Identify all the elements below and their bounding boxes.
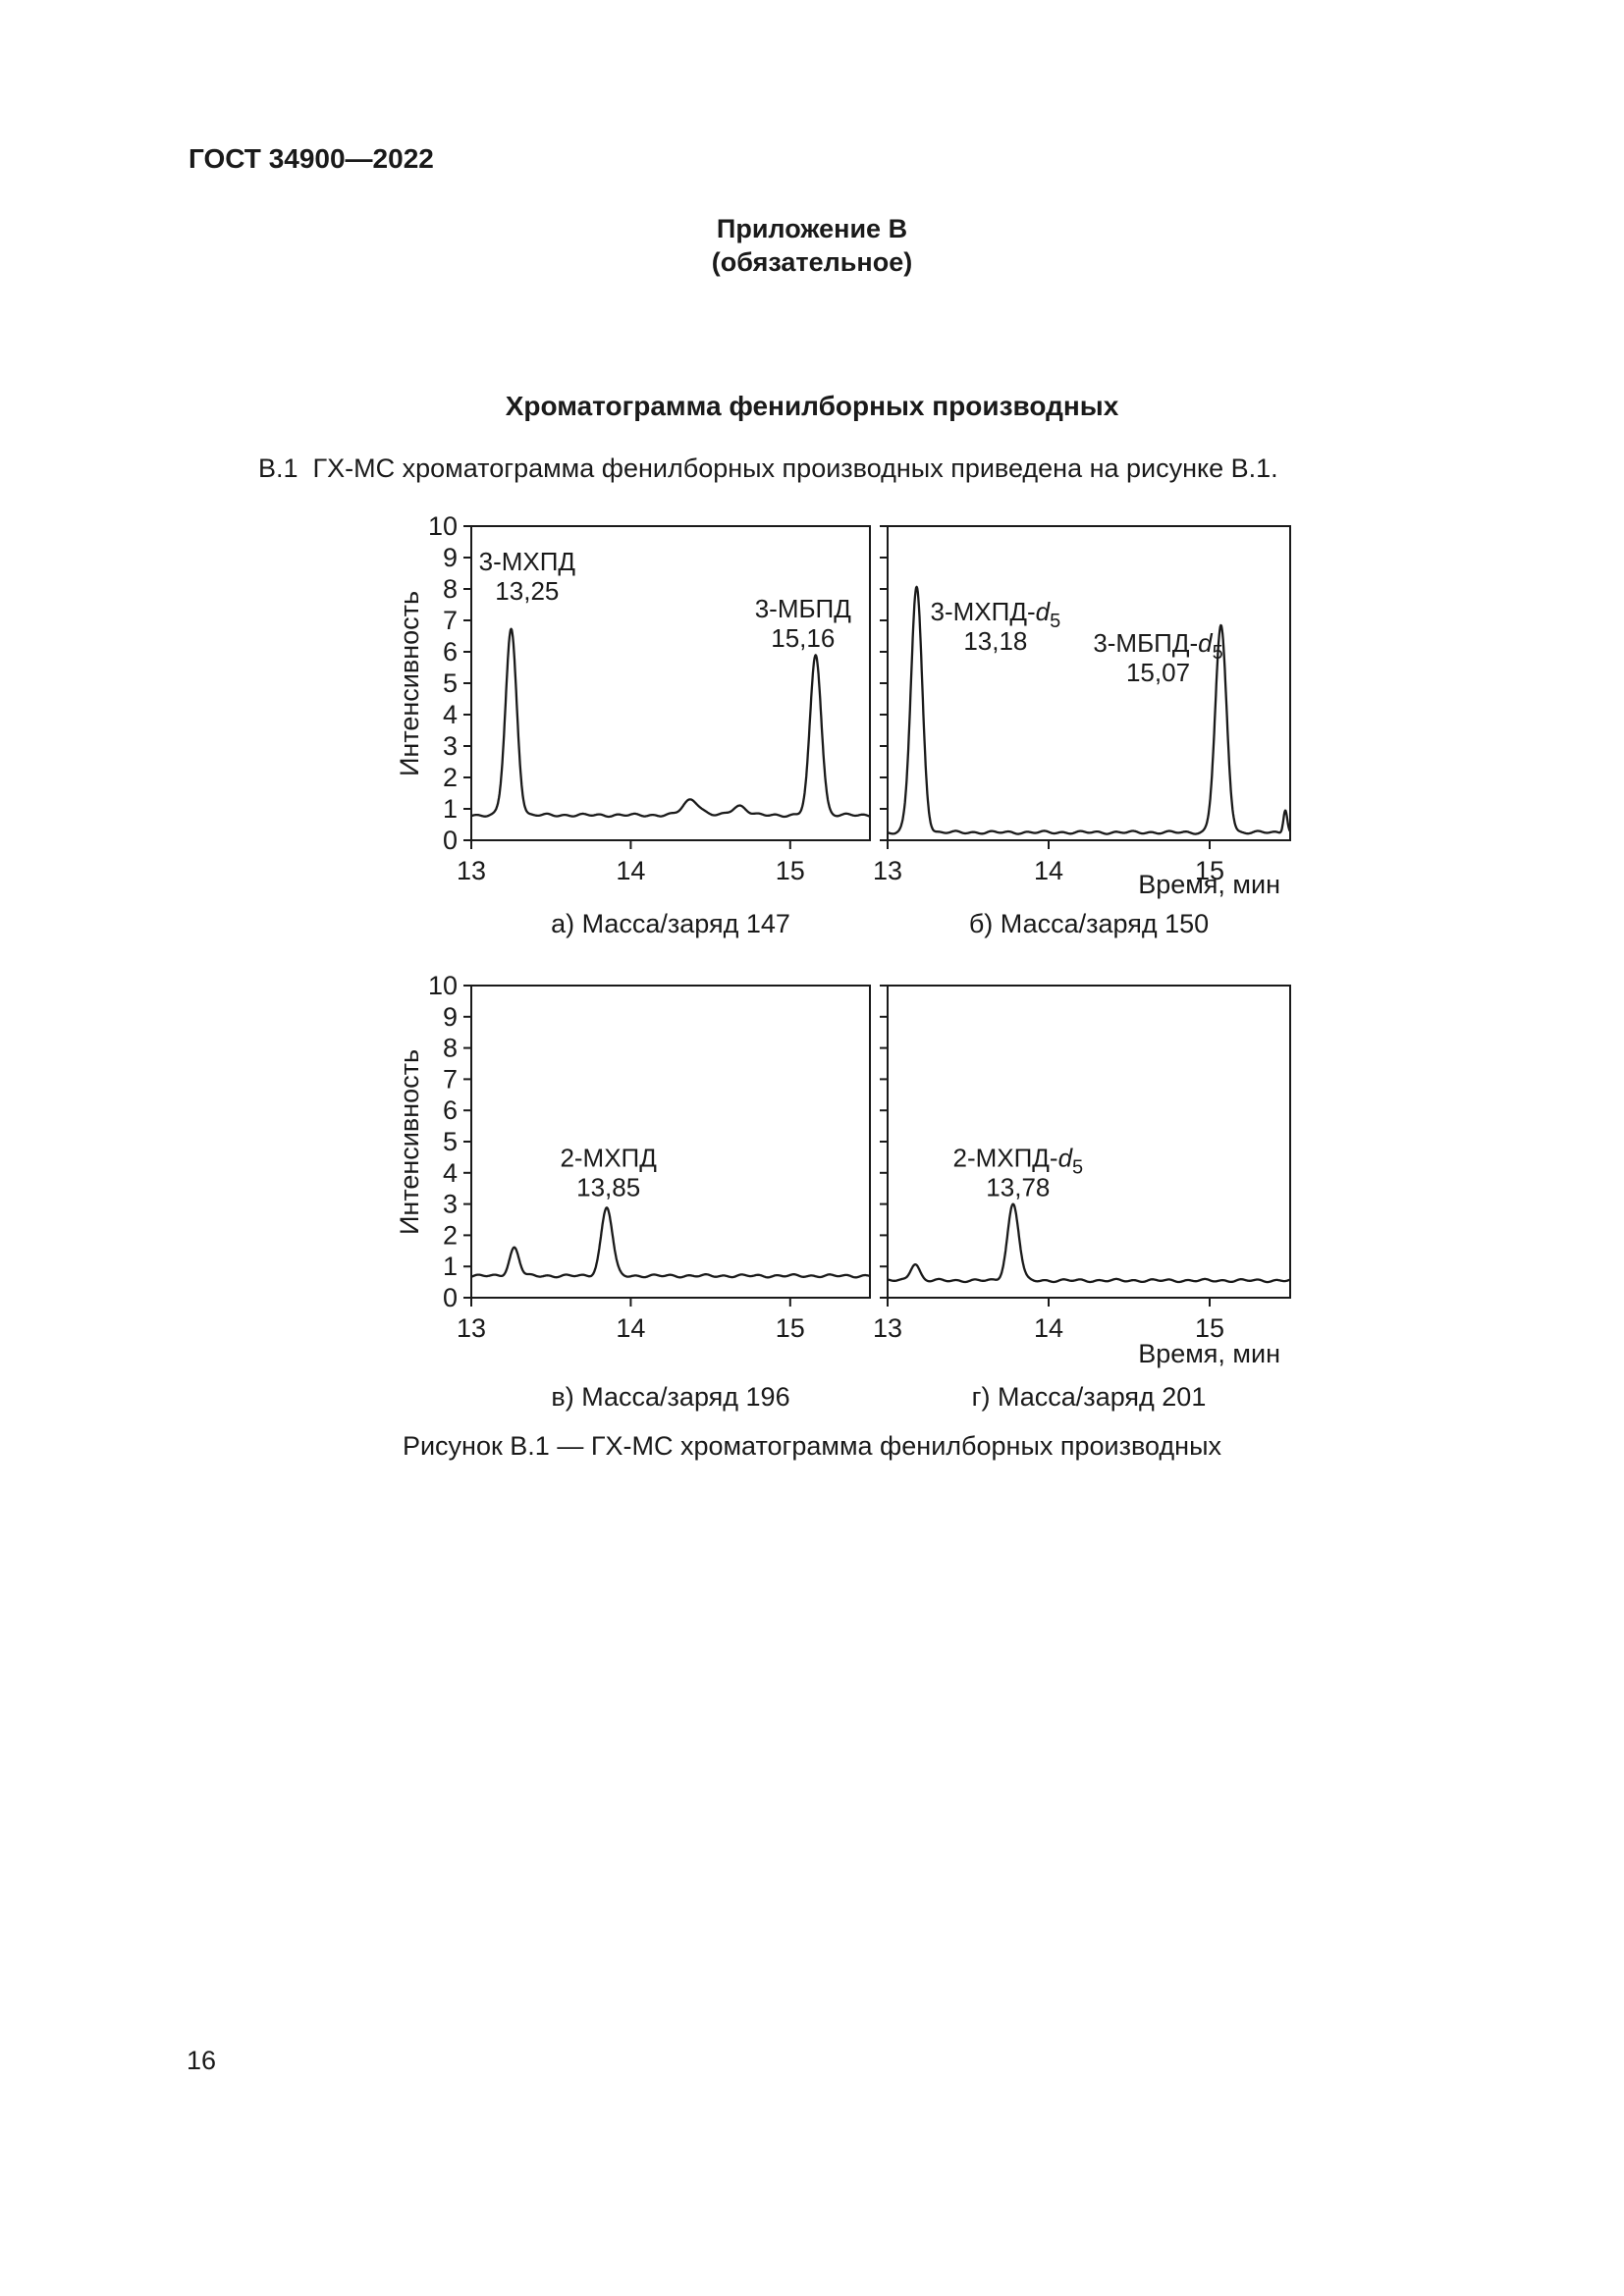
peak-annotation: 15,07 (1126, 658, 1190, 687)
y-tick-label: 3 (443, 1190, 458, 1219)
y-tick-label: 6 (443, 637, 458, 667)
peak-annotation: 13,85 (576, 1172, 640, 1201)
peak-annotation: 3-МХПД-d5 (931, 597, 1061, 632)
peak-annotation: 2-МХПД-d5 (953, 1143, 1084, 1178)
y-tick-label: 2 (443, 763, 458, 792)
chromatogram-trace (470, 627, 871, 819)
peak-annotation: 2-МХПД (560, 1143, 657, 1172)
annex-obligation: (обязательное) (711, 247, 913, 277)
standard-number: ГОСТ 34900—2022 (189, 143, 434, 174)
x-tick-label: 13 (873, 1313, 902, 1343)
y-tick-label: 10 (428, 971, 458, 1000)
y-tick-label: 4 (443, 700, 458, 729)
y-axis-label-top-row: Интенсивность (395, 590, 424, 776)
y-axis-label-bottom-row: Интенсивность (395, 1048, 424, 1235)
y-tick-label: 6 (443, 1095, 458, 1125)
y-tick-label: 5 (443, 1127, 458, 1156)
annex-title: Приложение В (716, 214, 908, 243)
y-tick-label: 7 (443, 606, 458, 635)
clause-paragraph: В.1 ГХ-МС хроматограмма фенилборных прои… (258, 454, 1278, 483)
peak-annotation: 3-МХПД (479, 547, 576, 576)
y-tick-label: 1 (443, 794, 458, 824)
y-tick-label: 7 (443, 1064, 458, 1094)
x-tick-label: 13 (457, 1313, 486, 1343)
y-tick-label: 1 (443, 1252, 458, 1281)
x-tick-label: 15 (1195, 1313, 1224, 1343)
y-tick-label: 2 (443, 1220, 458, 1250)
peak-annotation: 15,16 (771, 623, 835, 653)
x-tick-label: 14 (616, 856, 645, 885)
chromatogram-trace (887, 585, 1291, 835)
x-axis-label-top-row: Время, мин (1138, 870, 1280, 899)
panel-caption-b: б) Масса/заряд 150 (968, 909, 1210, 938)
peak-annotation: 3-МБПД-d5 (1093, 628, 1222, 664)
y-tick-label: 3 (443, 731, 458, 761)
panel-caption-v: в) Масса/заряд 196 (551, 1382, 790, 1412)
panel-caption-g: г) Масса/заряд 201 (971, 1382, 1207, 1412)
chromatogram-trace (470, 1206, 871, 1279)
y-tick-label: 5 (443, 668, 458, 698)
chromatogram-trace (887, 1202, 1291, 1284)
plot-border (887, 525, 1291, 841)
y-tick-label: 8 (443, 574, 458, 604)
plot-border (887, 985, 1291, 1299)
x-tick-label: 13 (457, 856, 486, 885)
x-tick-label: 14 (1034, 856, 1063, 885)
page-number: 16 (187, 2046, 217, 2075)
peak-annotation: 13,25 (495, 576, 559, 606)
y-tick-label: 9 (443, 543, 458, 572)
y-tick-label: 0 (443, 826, 458, 855)
panel-caption-a: а) Масса/заряд 147 (551, 909, 790, 938)
peak-annotation: 13,18 (963, 626, 1027, 656)
section-title: Хроматограмма фенилборных производных (505, 391, 1119, 421)
y-tick-label: 9 (443, 1002, 458, 1032)
figure-caption: Рисунок В.1 — ГХ-МС хроматограмма фенилб… (402, 1431, 1222, 1461)
x-tick-label: 13 (873, 856, 902, 885)
x-tick-label: 15 (1195, 856, 1224, 885)
x-tick-label: 14 (1034, 1313, 1063, 1343)
y-tick-label: 10 (428, 511, 458, 541)
peak-annotation: 3-МБПД (755, 594, 852, 623)
x-axis-label-bottom-row: Время, мин (1138, 1339, 1280, 1368)
x-tick-label: 15 (776, 1313, 805, 1343)
x-tick-label: 15 (776, 856, 805, 885)
y-tick-label: 0 (443, 1283, 458, 1312)
y-tick-label: 8 (443, 1034, 458, 1063)
x-tick-label: 14 (616, 1313, 645, 1343)
peak-annotation: 13,78 (986, 1172, 1050, 1201)
y-tick-label: 4 (443, 1158, 458, 1188)
